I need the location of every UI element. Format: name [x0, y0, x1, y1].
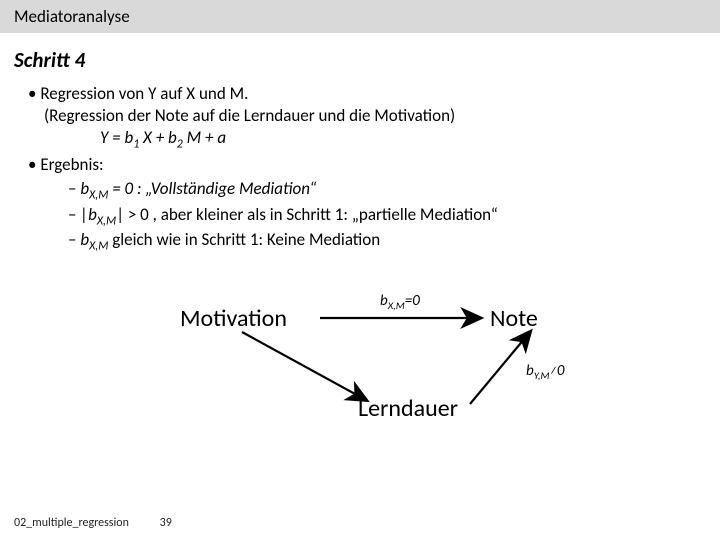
- bullet-2: Ergebnis:: [28, 154, 692, 176]
- bullet-2b: |bX,M| > 0 , aber kleiner als in Schritt…: [28, 204, 692, 230]
- node-note: Note: [490, 304, 538, 333]
- bullet-2c: bX,M gleich wie in Schritt 1: Keine Medi…: [28, 229, 692, 255]
- content-block: Regression von Y auf X und M. (Regressio…: [0, 79, 720, 255]
- step-title: Schritt 4: [0, 33, 720, 79]
- footer-page: 39: [160, 516, 172, 530]
- b1-line1: Regression von Y auf X und M.: [40, 83, 248, 104]
- slide-header: Mediatoranalyse: [0, 0, 720, 33]
- mediation-diagram: Motivation Note Lerndauer bX,M=0 bY,M≠0: [170, 288, 590, 458]
- bullet-2a: bX,M = 0 : „Vollständige Mediation“: [28, 178, 692, 204]
- edge-label-bym: bY,M≠0: [526, 362, 565, 382]
- b1-equation: Y = b1 X + b2 M + a: [28, 127, 692, 153]
- edge-motivation-lerndauer: [242, 332, 366, 400]
- bullet-1: Regression von Y auf X und M. (Regressio…: [28, 83, 692, 152]
- node-motivation: Motivation: [180, 304, 287, 333]
- b1-line2: (Regression der Note auf die Lerndauer u…: [28, 105, 692, 127]
- node-lerndauer: Lerndauer: [358, 394, 458, 423]
- edge-lerndauer-note: [470, 332, 530, 404]
- slide-footer: 02_multiple_regression 39: [14, 516, 172, 530]
- footer-doc: 02_multiple_regression: [14, 516, 129, 530]
- edge-label-bxm: bX,M=0: [380, 292, 420, 312]
- header-title: Mediatoranalyse: [14, 6, 130, 27]
